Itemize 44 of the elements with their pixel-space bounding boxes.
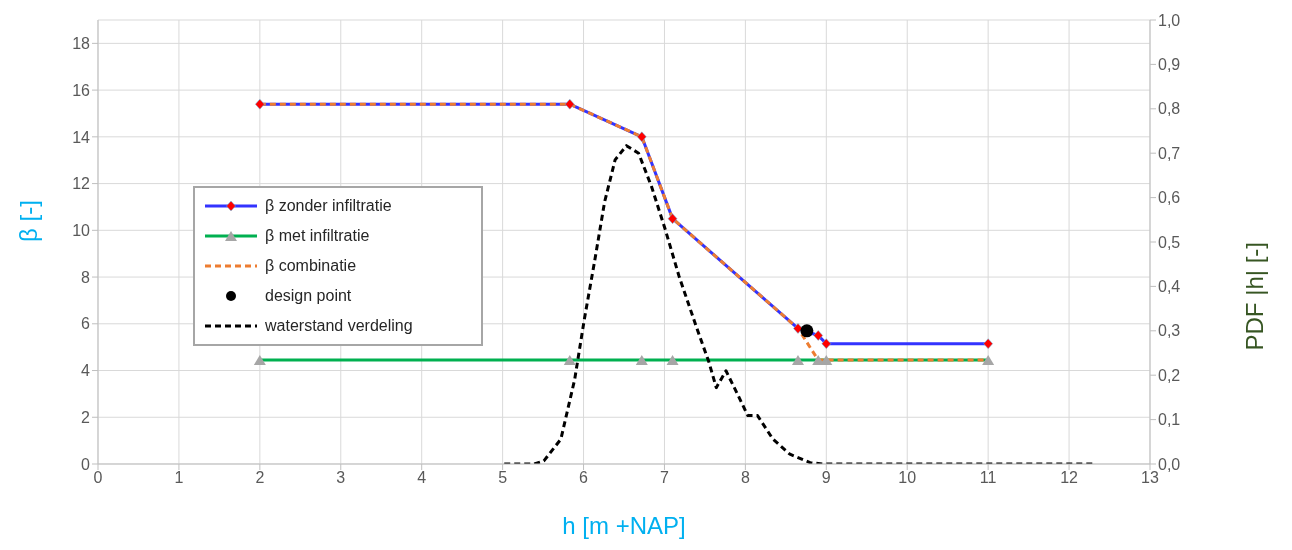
- x-tick-label: 7: [660, 469, 670, 487]
- y2-tick-label: 0,5: [1158, 233, 1181, 251]
- x-tick-label: 4: [417, 469, 427, 487]
- legend-label: waterstand verdeling: [265, 317, 413, 335]
- x-tick-label: 12: [1060, 469, 1079, 487]
- y2-tick-label: 0,7: [1158, 144, 1181, 162]
- y-tick-label: 8: [81, 268, 91, 286]
- x-tick-label: 13: [1141, 469, 1159, 487]
- x-tick-label: 6: [579, 469, 589, 487]
- y-tick-label: 10: [72, 222, 91, 239]
- x-tick-label: 5: [498, 469, 508, 487]
- y2-tick-label: 0,0: [1158, 455, 1181, 473]
- y-tick-label: 16: [72, 81, 91, 99]
- y2-tick-label: 0,9: [1158, 56, 1181, 74]
- x-tick-label: 2: [255, 469, 265, 487]
- legend-label: design point: [265, 287, 352, 305]
- legend-label: β combinatie: [265, 257, 357, 275]
- y-axis-title: β [-]: [14, 200, 42, 242]
- y-tick-label: 12: [72, 175, 91, 193]
- x-tick-label: 11: [979, 469, 997, 487]
- legend-label: β met infiltratie: [265, 227, 370, 245]
- y2-tick-label: 0,4: [1158, 278, 1181, 296]
- legend-label: β zonder infiltratie: [265, 197, 392, 215]
- y2-tick-label: 0,6: [1158, 189, 1181, 207]
- x-tick-label: 0: [93, 469, 103, 487]
- x-tick-label: 9: [821, 469, 831, 487]
- y-tick-label: 2: [81, 408, 91, 426]
- point: [800, 324, 814, 338]
- x-tick-label: 3: [336, 469, 346, 487]
- y-tick-label: 6: [81, 315, 91, 333]
- y2-axis-title: PDF |h| [-]: [1240, 242, 1268, 351]
- x-tick-label: 1: [174, 469, 184, 487]
- x-axis-title: h [m +NAP]: [562, 512, 686, 539]
- y2-tick-label: 0,8: [1158, 100, 1181, 118]
- x-tick-label: 8: [740, 469, 750, 487]
- y2-tick-label: 0,3: [1158, 322, 1181, 340]
- y-tick-label: 14: [72, 128, 91, 146]
- y-tick-label: 18: [72, 35, 91, 53]
- y2-tick-label: 0,1: [1158, 411, 1181, 429]
- x-tick-label: 10: [898, 469, 917, 487]
- y2-tick-label: 0,2: [1158, 366, 1181, 384]
- y-tick-label: 0: [81, 455, 91, 473]
- y2-tick-label: 1,0: [1158, 11, 1181, 29]
- y-tick-label: 4: [81, 362, 91, 380]
